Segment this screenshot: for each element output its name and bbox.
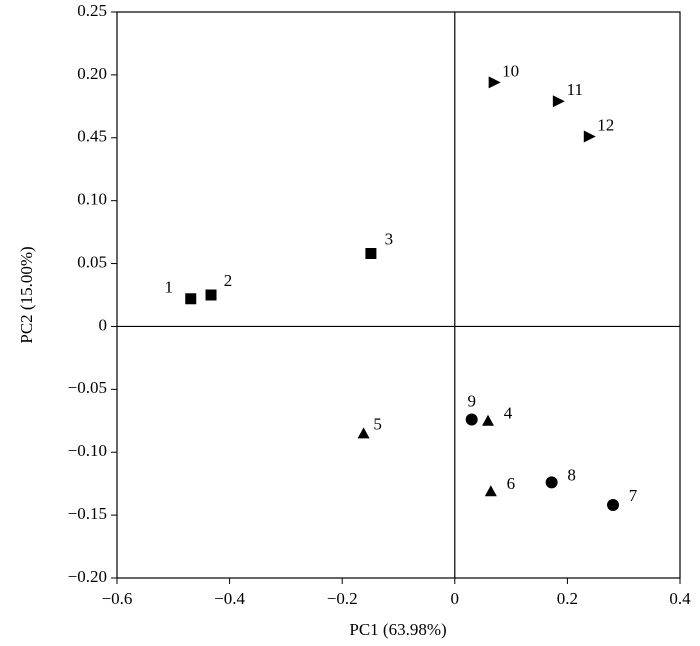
y-tick-label: −0.20 (68, 567, 107, 586)
marker-triangle-right (552, 95, 565, 108)
point-label: 12 (597, 115, 614, 134)
marker-circle (607, 499, 620, 512)
y-tick-label: −0.10 (68, 441, 107, 460)
x-tick-label: −0.2 (327, 589, 358, 608)
x-tick-label: 0.4 (669, 589, 691, 608)
y-tick-label: −0.15 (68, 504, 107, 523)
y-axis-label: PC2 (15.00%) (17, 246, 36, 343)
x-tick-label: −0.4 (214, 589, 245, 608)
point-label: 9 (467, 391, 476, 410)
point-label: 11 (567, 80, 583, 99)
marker-triangle-right (488, 76, 501, 89)
marker-circle (545, 476, 558, 489)
x-tick-label: 0 (451, 589, 460, 608)
x-tick-label: −0.6 (102, 589, 133, 608)
y-tick-label: 0 (99, 315, 108, 334)
point-label: 10 (502, 61, 519, 80)
point-label: 2 (224, 271, 233, 290)
y-tick-label: 0.05 (77, 252, 107, 271)
y-tick-label: 0.45 (77, 127, 107, 146)
x-axis-label: PC1 (63.98%) (349, 620, 446, 639)
plot-frame (116, 11, 681, 579)
marker-square (365, 247, 377, 259)
y-tick-label: −0.05 (68, 378, 107, 397)
marker-triangle (484, 485, 497, 497)
point-label: 4 (504, 404, 513, 423)
y-tick-label: 0.25 (77, 1, 107, 20)
point-label: 5 (373, 414, 382, 433)
marker-square (185, 293, 197, 305)
point-label: 8 (567, 465, 576, 484)
point-label: 3 (385, 229, 394, 248)
point-label: 6 (507, 474, 516, 493)
marker-triangle (357, 427, 370, 439)
y-tick-label: 0.20 (77, 64, 107, 83)
marker-triangle (482, 414, 495, 426)
x-tick-label: 0.2 (557, 589, 578, 608)
marker-square (205, 289, 217, 301)
point-label: 7 (629, 486, 638, 505)
marker-triangle-right (583, 130, 596, 143)
marker-circle (465, 413, 478, 426)
point-label: 1 (165, 278, 174, 297)
y-tick-label: 0.10 (77, 190, 107, 209)
